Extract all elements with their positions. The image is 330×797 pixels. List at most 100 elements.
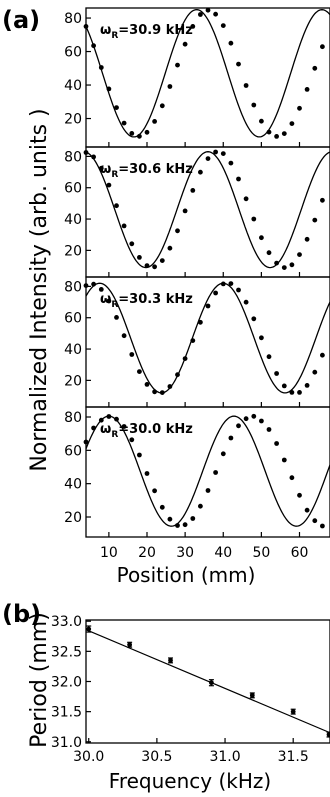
annotation-value: =30.0 kHz — [118, 422, 193, 437]
data-point — [205, 156, 211, 162]
y-tick-label: 20 — [64, 510, 82, 526]
y-tick-label: 32.5 — [51, 644, 82, 660]
data-point — [129, 241, 135, 247]
annotation-value: =30.3 kHz — [118, 292, 193, 307]
data-point — [167, 384, 173, 389]
frequency-annotation: ωR=30.0 kHz — [100, 422, 193, 440]
data-point — [91, 425, 96, 431]
data-point — [152, 488, 158, 494]
frequency-annotation: ωR=30.9 kHz — [100, 23, 193, 41]
annotation-symbol: ω — [100, 162, 111, 177]
x-tick-label: 31.5 — [278, 749, 309, 765]
y-tick-label: 80 — [64, 279, 82, 295]
y-tick-label: 40 — [64, 78, 82, 94]
data-point — [121, 223, 127, 229]
data-point — [205, 303, 211, 309]
y-tick-label: 60 — [64, 181, 82, 197]
data-point — [98, 417, 104, 423]
data-point — [167, 245, 173, 251]
data-point — [198, 503, 203, 509]
data-point — [190, 188, 196, 193]
data-point — [205, 488, 211, 493]
annotation-subscript: R — [111, 300, 118, 310]
data-point — [259, 418, 264, 424]
data-point — [137, 452, 142, 458]
data-point — [228, 40, 234, 46]
data-point — [289, 475, 295, 481]
subplot-3: 20 40 60 80 ωR=30.3 kHz — [64, 276, 330, 408]
panel-a-ylabel: Normalized Intensity (arb. units ) — [27, 108, 52, 471]
data-point — [106, 298, 112, 304]
data-point — [220, 151, 226, 157]
annotation-symbol: ω — [100, 23, 111, 38]
data-point — [190, 338, 196, 343]
data-point — [304, 507, 310, 513]
data-point — [213, 149, 219, 155]
data-point — [326, 732, 330, 737]
data-point — [144, 382, 150, 387]
data-point — [304, 383, 310, 388]
data-point — [159, 258, 165, 263]
data-point — [121, 120, 127, 126]
data-point — [114, 416, 119, 422]
data-point — [91, 154, 96, 160]
data-point — [129, 437, 135, 443]
data-point — [98, 165, 104, 171]
data-point — [320, 197, 325, 203]
subplot-1: 20 40 60 80 ωR=30.9 kHz — [64, 7, 330, 148]
data-point — [83, 150, 89, 155]
y-tick-label: 32.0 — [51, 675, 82, 691]
data-point — [312, 518, 318, 524]
data-point — [251, 216, 257, 222]
data-point — [127, 642, 133, 648]
data-point — [129, 352, 135, 357]
data-point — [213, 11, 219, 17]
data-point — [320, 523, 325, 529]
data-point — [243, 196, 249, 202]
data-point — [251, 316, 257, 322]
data-point — [274, 134, 279, 139]
data-point — [83, 439, 89, 445]
data-point — [182, 356, 188, 361]
data-point — [312, 369, 318, 375]
subplot-4: 20 40 60 80 ωR=30.0 kHz — [64, 406, 330, 538]
data-point — [121, 424, 127, 429]
data-point — [106, 86, 112, 92]
data-point — [144, 263, 150, 268]
data-point — [114, 203, 119, 209]
frequency-annotation: ωR=30.3 kHz — [100, 292, 193, 310]
data-point — [168, 657, 173, 663]
data-point — [289, 121, 295, 126]
data-point — [251, 413, 257, 419]
data-point — [182, 522, 188, 528]
data-point — [297, 105, 302, 111]
data-point — [220, 281, 226, 287]
data-point — [289, 390, 295, 395]
x-tick-label: 40 — [214, 545, 232, 561]
data-point — [205, 7, 211, 13]
data-point — [182, 208, 188, 214]
data-point — [266, 354, 272, 360]
data-point — [159, 504, 165, 510]
data-point — [220, 23, 226, 28]
data-point — [320, 44, 325, 50]
data-point — [213, 470, 219, 475]
subplot-2: 20 40 60 80 ωR=30.6 kHz — [64, 146, 330, 278]
x-tick-label: 30 — [176, 545, 194, 561]
panel-a-label: (a) — [2, 6, 40, 34]
data-point — [297, 252, 302, 257]
data-point — [91, 281, 96, 287]
data-point — [249, 692, 255, 698]
data-point — [259, 335, 264, 341]
data-point — [175, 523, 180, 528]
y-tick-label: 20 — [64, 373, 82, 389]
y-tick-label: 80 — [64, 410, 82, 426]
data-point — [167, 516, 173, 522]
annotation-subscript: R — [111, 430, 118, 440]
data-point — [228, 435, 234, 441]
data-point — [137, 133, 142, 139]
data-point — [281, 383, 287, 389]
y-tick-label: 80 — [64, 11, 82, 27]
